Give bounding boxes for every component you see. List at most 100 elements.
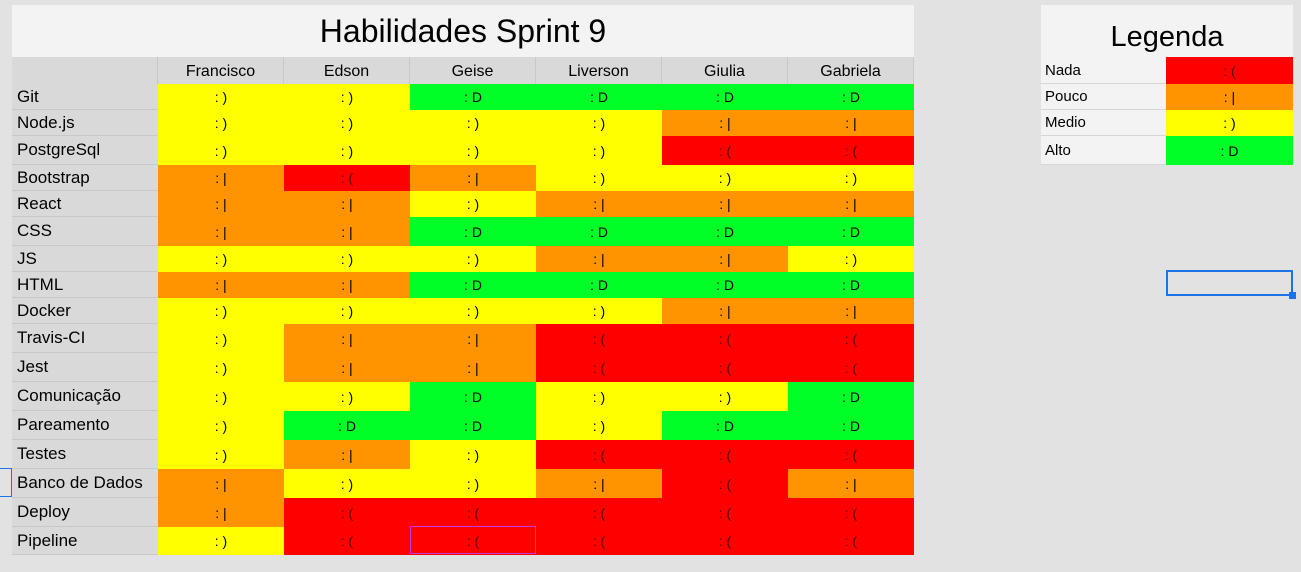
skill-level-cell[interactable]: : ( — [662, 440, 788, 469]
skill-level-cell[interactable]: : ) — [536, 298, 662, 324]
column-header-giulia[interactable]: Giulia — [662, 57, 788, 84]
skill-level-cell[interactable]: : D — [788, 84, 914, 110]
skill-level-cell[interactable]: : ( — [788, 498, 914, 527]
skill-level-cell[interactable]: : ( — [662, 527, 788, 555]
skill-level-cell[interactable]: : ) — [284, 298, 410, 324]
skill-level-cell[interactable]: : | — [284, 191, 410, 217]
skill-level-cell[interactable]: : ) — [410, 110, 536, 136]
skill-level-cell[interactable]: : ) — [410, 298, 536, 324]
legend-title[interactable]: Legenda — [1041, 5, 1293, 57]
row-header-skill[interactable]: React — [12, 191, 158, 217]
skill-level-cell[interactable]: : | — [284, 440, 410, 469]
skill-level-cell[interactable]: : ) — [284, 136, 410, 165]
row-header-skill[interactable]: Jest — [12, 353, 158, 382]
column-header-gabriela[interactable]: Gabriela — [788, 57, 914, 84]
skill-level-cell[interactable]: : D — [662, 217, 788, 246]
skill-level-cell[interactable]: : ( — [410, 498, 536, 527]
skill-level-cell[interactable]: : ) — [536, 382, 662, 411]
skill-level-cell[interactable]: : | — [284, 272, 410, 298]
skill-level-cell[interactable]: : ( — [662, 469, 788, 498]
skill-level-cell[interactable]: : ( — [536, 440, 662, 469]
skill-level-cell[interactable]: : ( — [662, 136, 788, 165]
skill-level-cell[interactable]: : | — [788, 110, 914, 136]
skill-level-cell[interactable]: : ) — [158, 411, 284, 440]
row-header-skill[interactable]: Pipeline — [12, 527, 158, 555]
row-header-skill[interactable]: Pareamento — [12, 411, 158, 440]
skill-level-cell[interactable]: : | — [662, 191, 788, 217]
column-header-geise[interactable]: Geise — [410, 57, 536, 84]
skill-level-cell[interactable]: : ( — [284, 165, 410, 191]
legend-label[interactable]: Pouco — [1041, 84, 1166, 110]
column-header-edson[interactable]: Edson — [284, 57, 410, 84]
skill-level-cell[interactable]: : D — [788, 382, 914, 411]
skill-level-cell[interactable]: : | — [788, 298, 914, 324]
skill-level-cell[interactable]: : ( — [284, 527, 410, 555]
header-corner[interactable] — [12, 57, 158, 84]
row-header-skill[interactable]: Node.js — [12, 110, 158, 136]
skill-level-cell[interactable]: : D — [410, 272, 536, 298]
skill-level-cell[interactable]: : | — [158, 165, 284, 191]
skill-level-cell[interactable]: : | — [410, 353, 536, 382]
skill-level-cell[interactable]: : ) — [662, 165, 788, 191]
skill-level-cell[interactable]: : ( — [662, 498, 788, 527]
column-header-francisco[interactable]: Francisco — [158, 57, 284, 84]
sheet-title[interactable]: Habilidades Sprint 9 — [12, 5, 914, 58]
skill-level-cell[interactable]: : ( — [536, 527, 662, 555]
skill-level-cell[interactable]: : ) — [536, 136, 662, 165]
skill-level-cell[interactable]: : D — [788, 411, 914, 440]
skill-level-cell[interactable]: : D — [536, 272, 662, 298]
skill-level-cell[interactable]: : ) — [284, 246, 410, 272]
skill-level-cell[interactable]: : ) — [536, 165, 662, 191]
skill-level-cell[interactable]: : D — [662, 411, 788, 440]
skill-level-cell[interactable]: : | — [284, 217, 410, 246]
skill-level-cell[interactable]: : D — [536, 217, 662, 246]
skill-level-cell[interactable]: : ( — [662, 324, 788, 353]
skill-level-cell[interactable]: : | — [158, 469, 284, 498]
skill-level-cell[interactable]: : | — [284, 353, 410, 382]
skill-level-cell[interactable]: : ( — [536, 498, 662, 527]
skill-level-cell[interactable]: : ) — [410, 246, 536, 272]
skill-level-cell[interactable]: : | — [536, 191, 662, 217]
row-header-skill[interactable]: CSS — [12, 217, 158, 246]
row-header-skill[interactable]: Testes — [12, 440, 158, 469]
row-header-skill[interactable]: Git — [12, 84, 158, 110]
skill-level-cell[interactable]: : ) — [158, 353, 284, 382]
legend-swatch[interactable]: : D — [1166, 136, 1293, 165]
skill-level-cell[interactable]: : ) — [410, 440, 536, 469]
skill-level-cell[interactable]: : | — [536, 246, 662, 272]
skill-level-cell[interactable]: : D — [410, 382, 536, 411]
skill-level-cell[interactable]: : ) — [158, 527, 284, 555]
skill-level-cell[interactable]: : ) — [410, 469, 536, 498]
skill-level-cell[interactable]: : | — [662, 246, 788, 272]
skill-level-cell[interactable]: : ( — [410, 527, 536, 555]
skill-level-cell[interactable]: : ) — [662, 382, 788, 411]
row-header-skill[interactable]: Docker — [12, 298, 158, 324]
skill-level-cell[interactable]: : ) — [158, 110, 284, 136]
skill-level-cell[interactable]: : ) — [410, 191, 536, 217]
skill-level-cell[interactable]: : | — [536, 469, 662, 498]
row-header-skill[interactable]: Bootstrap — [12, 165, 158, 191]
skill-level-cell[interactable]: : D — [410, 411, 536, 440]
skill-level-cell[interactable]: : D — [536, 84, 662, 110]
skill-level-cell[interactable]: : D — [410, 84, 536, 110]
skill-level-cell[interactable]: : | — [662, 110, 788, 136]
skill-level-cell[interactable]: : ) — [788, 165, 914, 191]
skill-level-cell[interactable]: : ) — [284, 469, 410, 498]
legend-swatch[interactable]: : ) — [1166, 110, 1293, 136]
skill-level-cell[interactable]: : ( — [284, 498, 410, 527]
skill-level-cell[interactable]: : ) — [158, 298, 284, 324]
skill-level-cell[interactable]: : ) — [788, 246, 914, 272]
skill-level-cell[interactable]: : ) — [158, 440, 284, 469]
skill-level-cell[interactable]: : ( — [788, 353, 914, 382]
skill-level-cell[interactable]: : ( — [536, 324, 662, 353]
fill-handle[interactable] — [1289, 292, 1296, 299]
skill-level-cell[interactable]: : D — [284, 411, 410, 440]
row-header-skill[interactable]: HTML — [12, 272, 158, 298]
row-header-skill[interactable]: Deploy — [12, 498, 158, 527]
row-header-skill[interactable]: Banco de Dados — [12, 469, 158, 498]
skill-level-cell[interactable]: : ) — [536, 411, 662, 440]
skill-level-cell[interactable]: : ) — [284, 382, 410, 411]
row-header-skill[interactable]: Travis-CI — [12, 324, 158, 353]
skill-level-cell[interactable]: : | — [788, 469, 914, 498]
skill-level-cell[interactable]: : ( — [662, 353, 788, 382]
